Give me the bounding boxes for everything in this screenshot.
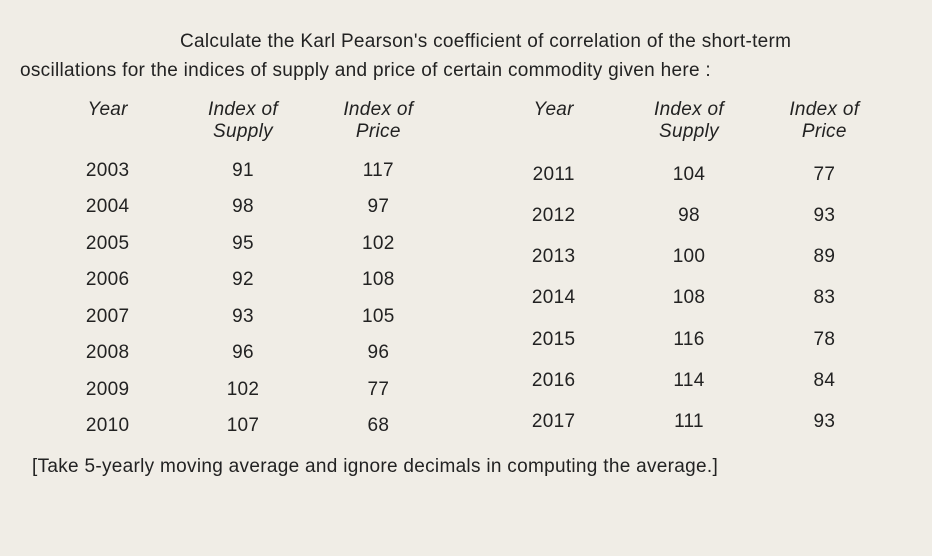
table-cell: 104 xyxy=(621,161,756,194)
question-text: Calculate the Karl Pearson's coefficient… xyxy=(20,28,912,85)
intro-line-2: oscillations for the indices of supply a… xyxy=(20,57,912,86)
header-price-l2: Price xyxy=(356,121,401,142)
table-cell: 97 xyxy=(311,193,446,222)
table-cell: 102 xyxy=(311,230,446,259)
table-cell: 77 xyxy=(757,161,892,194)
table-cell: 93 xyxy=(175,303,310,332)
col-header-supply: Index of Supply xyxy=(175,99,310,149)
header-price-l2: Price xyxy=(802,121,847,142)
table-cell: 84 xyxy=(757,367,892,400)
table-cell: 2010 xyxy=(40,412,175,441)
table-cell: 89 xyxy=(757,243,892,276)
table-cell: 116 xyxy=(621,326,756,359)
header-supply-l1: Index of xyxy=(654,99,724,120)
header-price-l1: Index of xyxy=(343,99,413,120)
table-cell: 2014 xyxy=(486,284,621,317)
table-cell: 2013 xyxy=(486,243,621,276)
table-cell: 2008 xyxy=(40,339,175,368)
table-cell: 96 xyxy=(175,339,310,368)
table-cell: 2016 xyxy=(486,367,621,400)
header-supply-l2: Supply xyxy=(659,121,719,142)
table-cell: 96 xyxy=(311,339,446,368)
table-cell: 78 xyxy=(757,326,892,359)
table-left-block: Year Index of Supply Index of Price 2003… xyxy=(40,99,446,441)
table-cell: 107 xyxy=(175,412,310,441)
table-cell: 77 xyxy=(311,376,446,405)
table-cell: 108 xyxy=(311,266,446,295)
document-page: Calculate the Karl Pearson's coefficient… xyxy=(0,0,932,501)
table-cell: 2007 xyxy=(40,303,175,332)
header-year-text: Year xyxy=(534,99,574,120)
table-cell: 105 xyxy=(311,303,446,332)
header-price-l1: Index of xyxy=(789,99,859,120)
table-cell: 2006 xyxy=(40,266,175,295)
table-cell: 98 xyxy=(175,193,310,222)
table-cell: 68 xyxy=(311,412,446,441)
table-cell: 111 xyxy=(621,408,756,441)
table-cell: 83 xyxy=(757,284,892,317)
table-cell: 2004 xyxy=(40,193,175,222)
header-supply-l1: Index of xyxy=(208,99,278,120)
table-cell: 117 xyxy=(311,157,446,186)
header-year-text: Year xyxy=(88,99,128,120)
table-cell: 102 xyxy=(175,376,310,405)
table-cell: 2009 xyxy=(40,376,175,405)
table-cell: 108 xyxy=(621,284,756,317)
table-cell: 93 xyxy=(757,202,892,235)
col-header-year: Year xyxy=(486,99,621,153)
intro-line-1: Calculate the Karl Pearson's coefficient… xyxy=(20,28,912,57)
table-cell: 2017 xyxy=(486,408,621,441)
table-cell: 91 xyxy=(175,157,310,186)
table-cell: 2003 xyxy=(40,157,175,186)
col-header-supply: Index of Supply xyxy=(621,99,756,153)
footnote: [Take 5-yearly moving average and ignore… xyxy=(32,453,900,482)
table-cell: 100 xyxy=(621,243,756,276)
table-cell: 2011 xyxy=(486,161,621,194)
table-cell: 98 xyxy=(621,202,756,235)
header-supply-l2: Supply xyxy=(213,121,273,142)
table-cell: 2005 xyxy=(40,230,175,259)
table-cell: 2012 xyxy=(486,202,621,235)
col-header-price: Index of Price xyxy=(757,99,892,153)
data-table: Year Index of Supply Index of Price 2003… xyxy=(40,99,892,441)
table-cell: 93 xyxy=(757,408,892,441)
table-right-block: Year Index of Supply Index of Price 2011… xyxy=(486,99,892,441)
table-cell: 95 xyxy=(175,230,310,259)
table-cell: 114 xyxy=(621,367,756,400)
col-header-price: Index of Price xyxy=(311,99,446,149)
col-header-year: Year xyxy=(40,99,175,149)
table-cell: 2015 xyxy=(486,326,621,359)
table-cell: 92 xyxy=(175,266,310,295)
